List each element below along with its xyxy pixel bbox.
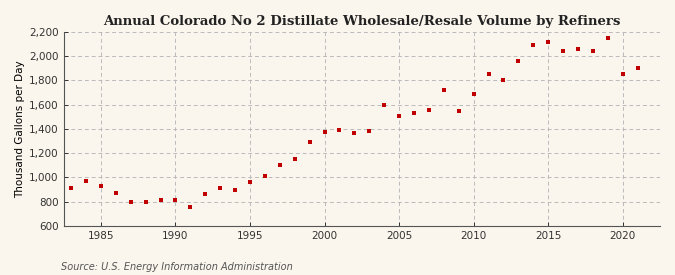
Point <box>587 49 598 54</box>
Point <box>275 163 286 167</box>
Point <box>96 184 107 188</box>
Title: Annual Colorado No 2 Distillate Wholesale/Resale Volume by Refiners: Annual Colorado No 2 Distillate Wholesal… <box>103 15 620 28</box>
Point <box>602 36 613 40</box>
Point <box>513 59 524 63</box>
Point <box>394 113 404 118</box>
Point <box>632 66 643 70</box>
Point <box>170 198 181 203</box>
Point <box>215 186 225 191</box>
Point <box>439 88 450 92</box>
Point <box>80 179 91 183</box>
Point <box>200 192 211 197</box>
Point <box>498 78 509 82</box>
Text: Source: U.S. Energy Information Administration: Source: U.S. Energy Information Administ… <box>61 262 292 272</box>
Point <box>155 198 166 202</box>
Point <box>230 187 240 192</box>
Point <box>319 130 330 134</box>
Point <box>483 72 494 76</box>
Point <box>364 129 375 134</box>
Point <box>349 130 360 135</box>
Point <box>65 186 76 191</box>
Point <box>290 157 300 161</box>
Y-axis label: Thousand Gallons per Day: Thousand Gallons per Day <box>15 60 25 198</box>
Point <box>558 49 568 54</box>
Point <box>543 39 554 44</box>
Point <box>304 140 315 144</box>
Point <box>572 47 583 51</box>
Point <box>454 109 464 114</box>
Point <box>423 108 434 112</box>
Point <box>379 103 389 107</box>
Point <box>244 180 255 184</box>
Point <box>528 43 539 48</box>
Point <box>468 92 479 96</box>
Point <box>618 72 628 76</box>
Point <box>140 199 151 204</box>
Point <box>185 205 196 209</box>
Point <box>126 199 136 204</box>
Point <box>408 111 419 115</box>
Point <box>334 127 345 132</box>
Point <box>111 191 122 195</box>
Point <box>259 174 270 178</box>
